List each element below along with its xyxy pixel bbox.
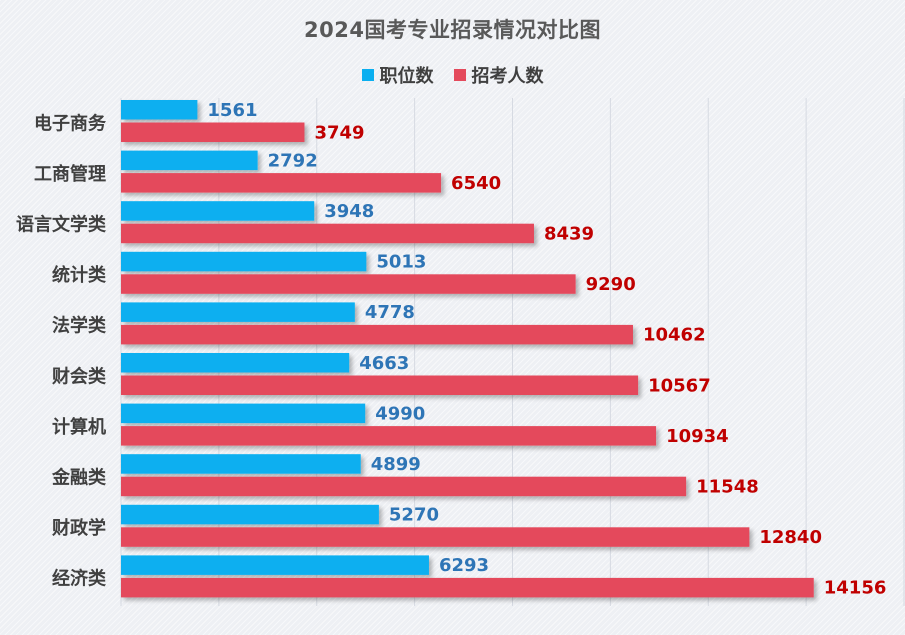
bar-positions [121, 454, 361, 474]
legend-item-applicants: 招考人数 [453, 62, 544, 88]
data-label-applicants: 10567 [648, 375, 711, 396]
bar-applicants [121, 324, 633, 345]
data-label-positions: 6293 [439, 555, 489, 576]
category-label: 电子商务 [34, 112, 107, 134]
bar-applicants [121, 476, 687, 497]
category-label: 计算机 [52, 416, 106, 438]
bar-applicants [121, 122, 305, 142]
bar-applicants [121, 426, 657, 446]
category-label: 统计类 [52, 264, 107, 286]
category-label: 经济类 [52, 568, 107, 590]
category-label: 财政学 [52, 517, 106, 539]
bar-applicants [121, 173, 442, 193]
data-label-positions: 4663 [359, 353, 409, 374]
data-label-applicants: 3749 [314, 122, 364, 143]
category-label: 财会类 [52, 365, 107, 387]
chart-title: 2024国考专业招录情况对比图 [304, 18, 601, 42]
data-label-positions: 5013 [376, 252, 426, 273]
category-label: 金融类 [51, 467, 107, 489]
data-label-positions: 3948 [324, 201, 374, 222]
data-label-positions: 5270 [389, 505, 439, 526]
legend: 职位数 招考人数 [0, 62, 905, 88]
data-label-applicants: 9290 [586, 274, 636, 295]
legend-label-positions: 职位数 [379, 66, 434, 87]
data-label-applicants: 10934 [666, 426, 729, 447]
bar-positions [121, 150, 258, 171]
bar-applicants [121, 375, 639, 395]
bar-applicants [121, 577, 814, 598]
legend-label-applicants: 招考人数 [471, 66, 544, 87]
bar-applicants [121, 274, 576, 294]
bar-positions [121, 403, 366, 424]
category-label: 法学类 [52, 315, 107, 337]
bar-positions [121, 504, 379, 525]
data-label-positions: 4990 [375, 403, 425, 424]
category-label: 语言文学类 [16, 214, 107, 236]
legend-item-positions: 职位数 [361, 62, 434, 88]
data-label-applicants: 8439 [544, 223, 594, 244]
bar-positions [121, 555, 429, 575]
legend-swatch-positions [361, 69, 374, 81]
data-label-positions: 4778 [365, 302, 415, 323]
bar-positions [121, 353, 350, 373]
data-label-applicants: 10462 [643, 325, 706, 346]
bar-positions [121, 201, 315, 221]
data-label-positions: 1561 [207, 100, 257, 121]
data-label-applicants: 14156 [824, 578, 887, 599]
data-label-positions: 2792 [268, 150, 318, 171]
legend-swatch-applicants [453, 69, 466, 81]
bar-positions [121, 251, 367, 272]
category-label: 工商管理 [34, 163, 106, 185]
bar-applicants [121, 223, 534, 244]
bar-applicants [121, 527, 750, 547]
bar-positions [121, 100, 198, 120]
data-label-applicants: 11548 [696, 476, 759, 497]
data-label-positions: 4899 [371, 454, 421, 475]
bar-positions [121, 302, 355, 322]
data-label-applicants: 6540 [451, 173, 501, 194]
data-label-applicants: 12840 [759, 527, 822, 548]
